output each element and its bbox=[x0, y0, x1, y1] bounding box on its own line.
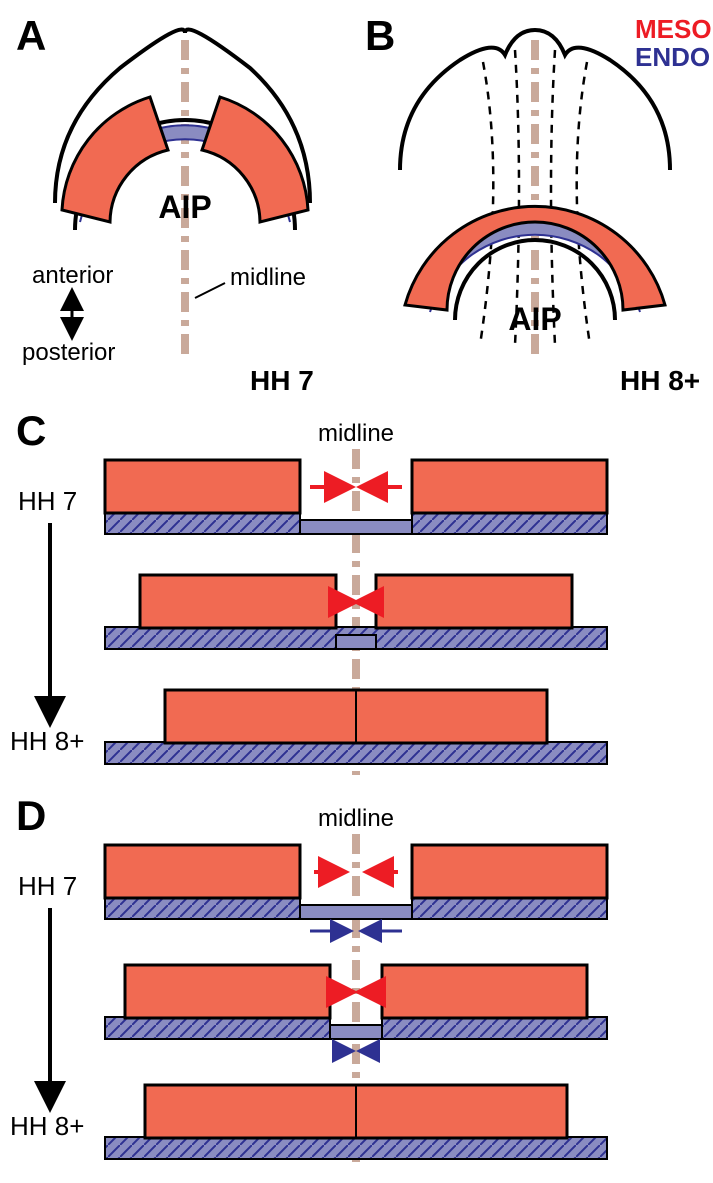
stage-b: HH 8+ bbox=[620, 365, 700, 396]
midline-label-a: midline bbox=[230, 264, 306, 291]
panel-d-label: D bbox=[16, 792, 46, 839]
panel-c-label: C bbox=[16, 407, 46, 454]
stage-d-bottom: HH 8+ bbox=[10, 1111, 84, 1141]
panel-b-label: B bbox=[365, 12, 395, 59]
stage-a: HH 7 bbox=[250, 365, 314, 396]
anterior-label: anterior bbox=[32, 262, 113, 289]
midline-label-d: midline bbox=[318, 805, 394, 832]
aip-label-a: AIP bbox=[158, 189, 211, 225]
posterior-label: posterior bbox=[22, 339, 115, 366]
midline-label-c: midline bbox=[318, 420, 394, 447]
stage-c-bottom: HH 8+ bbox=[10, 726, 84, 756]
meso-right-a bbox=[202, 97, 308, 222]
stage-c-top: HH 7 bbox=[18, 486, 77, 516]
stage-d-top: HH 7 bbox=[18, 871, 77, 901]
panel-c: C midline HH 7 HH 8+ bbox=[10, 407, 607, 775]
figure-diagram: A AIP midline anterior posterior HH 7 B … bbox=[0, 0, 713, 1183]
aip-label-b: AIP bbox=[508, 301, 561, 337]
d-row3 bbox=[105, 1085, 607, 1159]
panel-a: A AIP midline anterior posterior HH 7 bbox=[16, 12, 314, 396]
panel-d: D midline HH 7 HH 8+ bbox=[10, 792, 607, 1163]
panel-b: B MESO ENDO AIP HH 8+ bbox=[365, 12, 712, 396]
legend-meso: MESO bbox=[635, 14, 712, 44]
panel-a-label: A bbox=[16, 12, 46, 59]
c-row3 bbox=[105, 690, 607, 764]
legend-endo: ENDO bbox=[635, 42, 710, 72]
